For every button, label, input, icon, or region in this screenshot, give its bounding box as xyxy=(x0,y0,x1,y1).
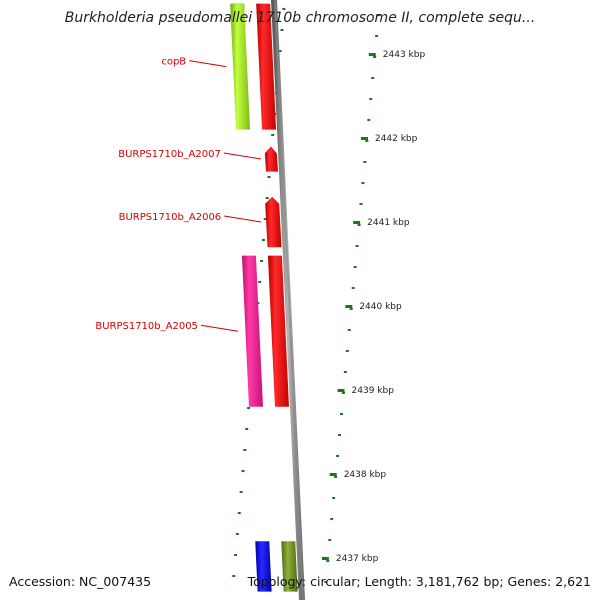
ruler-tick xyxy=(368,53,376,56)
inner-dot xyxy=(280,29,284,31)
feature-block xyxy=(267,255,289,407)
ruler-tick-label: 2440 kbp xyxy=(359,302,402,312)
gene-label: BURPS1710b_A2005 xyxy=(95,321,198,332)
gene-label-layer: copB BURPS1710b_A2007 BURPS1710b_A2006 BURP… xyxy=(95,57,262,332)
inner-dot xyxy=(237,512,241,514)
accession-text: Accession: NC_007435 xyxy=(9,574,152,589)
outer-dot xyxy=(339,413,343,415)
outer-dot xyxy=(375,35,379,37)
backbone-highlight xyxy=(273,0,305,600)
feature-block xyxy=(255,541,272,592)
inner-dot xyxy=(278,50,282,52)
gene-arrow xyxy=(264,146,279,172)
gene-label-leader xyxy=(224,215,262,223)
outer-dot xyxy=(355,245,359,247)
outer-dot xyxy=(337,434,341,436)
gene-label-leader xyxy=(189,60,227,68)
gene-label: copB xyxy=(161,57,186,68)
gene-arrow xyxy=(241,255,263,407)
outer-dot xyxy=(349,308,353,310)
outer-dot xyxy=(345,350,349,352)
ruler-tick-label: 2442 kbp xyxy=(375,134,418,144)
genome-backbone xyxy=(270,0,306,600)
ruler-tick-label: 2437 kbp xyxy=(336,554,379,564)
outer-dot xyxy=(328,539,332,541)
ruler-tick xyxy=(345,305,353,308)
outer-dot xyxy=(357,224,361,226)
kbp-ruler: 2437 kbp 2438 kbp 2439 kbp 2440 kbp 2441 kbp… xyxy=(321,50,426,564)
inner-dot xyxy=(260,260,264,262)
outer-dot xyxy=(353,266,357,268)
outer-dot xyxy=(351,287,355,289)
gene-label: BURPS1710b_A2006 xyxy=(119,212,222,223)
outer-dot xyxy=(334,476,338,478)
outer-dot xyxy=(371,77,375,79)
outer-dot xyxy=(341,392,345,394)
outer-dot xyxy=(369,98,373,100)
inner-dot xyxy=(243,449,247,451)
outer-dot xyxy=(361,182,365,184)
outer-dot xyxy=(373,56,377,58)
outer-dot xyxy=(359,203,363,205)
outer-dot xyxy=(332,497,336,499)
inner-dot xyxy=(263,218,267,220)
outer-dot xyxy=(343,371,347,373)
ruler-tick-label: 2438 kbp xyxy=(344,470,387,480)
inner-dot xyxy=(265,197,269,199)
inner-dot xyxy=(239,491,243,493)
outer-dot xyxy=(377,14,381,16)
outer-dot xyxy=(347,329,351,331)
outer-dot xyxy=(367,119,371,121)
topology-summary: Topology: circular; Length: 3,181,762 bp… xyxy=(247,574,591,589)
inner-dot xyxy=(247,407,251,409)
inner-dot xyxy=(234,554,238,556)
map-title: Burkholderia pseudomallei 1710b chromoso… xyxy=(64,10,536,26)
feature-block xyxy=(256,3,277,130)
ruler-tick xyxy=(337,389,345,392)
outer-dot xyxy=(336,455,340,457)
inner-dot xyxy=(258,281,262,283)
inner-dot xyxy=(267,176,271,178)
gene-arrow xyxy=(265,196,282,248)
ruler-tick xyxy=(329,473,337,476)
ruler-tick xyxy=(360,137,368,140)
ruler-tick xyxy=(321,557,329,560)
gene-label-leader xyxy=(200,324,239,332)
outer-dot xyxy=(324,581,328,583)
gene-arrow xyxy=(230,3,251,130)
inner-dot xyxy=(232,575,236,577)
inner-dot xyxy=(271,134,275,136)
outer-dot xyxy=(326,560,330,562)
gene-track xyxy=(230,3,298,592)
outer-dot xyxy=(330,518,334,520)
ruler-tick-label: 2439 kbp xyxy=(352,386,395,396)
inner-dot xyxy=(261,239,265,241)
ruler-tick-label: 2441 kbp xyxy=(367,218,410,228)
inner-dot xyxy=(245,428,249,430)
feature-block xyxy=(281,541,298,592)
outer-dot xyxy=(365,140,369,142)
ruler-tick-label: 2443 kbp xyxy=(383,50,426,60)
ruler-tick xyxy=(353,221,361,224)
inner-dot xyxy=(235,533,239,535)
inner-dot xyxy=(282,8,286,10)
inner-dot xyxy=(241,470,245,472)
outer-dot xyxy=(363,161,367,163)
gene-label-leader xyxy=(223,152,261,160)
gene-label: BURPS1710b_A2007 xyxy=(118,149,221,160)
